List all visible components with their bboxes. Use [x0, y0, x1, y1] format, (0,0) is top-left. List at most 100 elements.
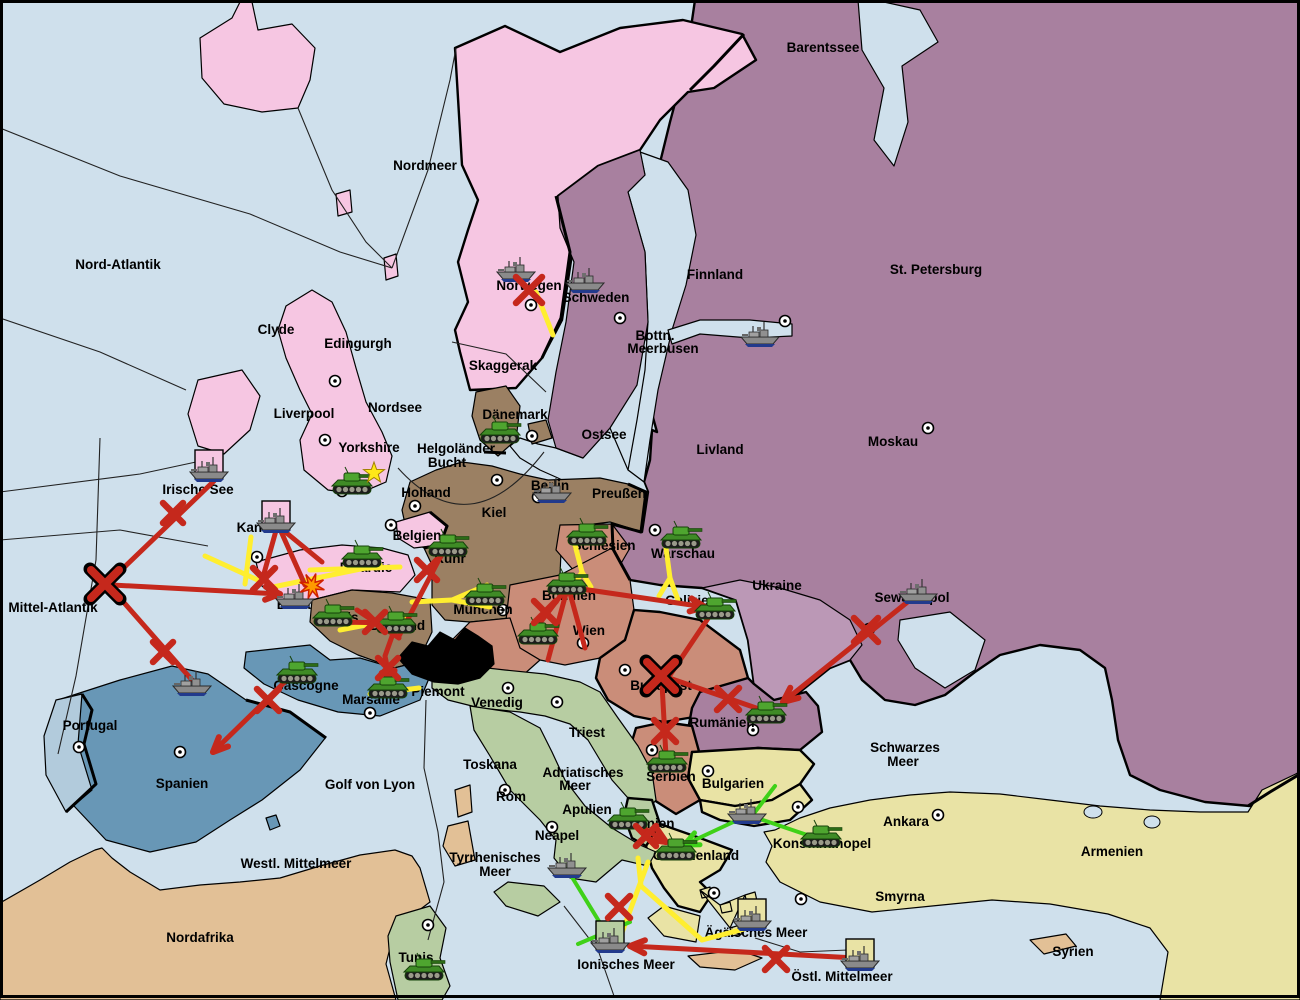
- army-unit-Tirol[interactable]: [516, 616, 560, 645]
- map-label: Piemont: [411, 684, 465, 699]
- fail-x-marker: [361, 608, 389, 636]
- region-sicily[interactable]: [493, 881, 561, 917]
- supply-center-dot: [328, 374, 342, 388]
- army-unit-Marsaille[interactable]: [366, 670, 410, 699]
- supply-center-dot: [545, 820, 559, 834]
- supply-center-dot: [778, 314, 792, 328]
- fleet-unit-Spanien[interactable]: [171, 671, 213, 696]
- map-label: Liverpool: [274, 406, 335, 421]
- sea-border-line: [451, 341, 547, 393]
- fleet-unit-Bosporus[interactable]: [726, 799, 768, 824]
- region-ireland[interactable]: [187, 369, 261, 455]
- army-unit-Dänemark[interactable]: [478, 415, 522, 444]
- country-border: [1247, 772, 1300, 808]
- army-unit-München[interactable]: [463, 577, 507, 606]
- region-sardinia[interactable]: [442, 820, 476, 867]
- fail-x-marker: [159, 499, 187, 527]
- attack-order-arrow-head: [780, 684, 794, 705]
- supply-center-dot: [931, 808, 945, 822]
- army-unit-Picardie[interactable]: [340, 539, 384, 568]
- fail-x-marker: [374, 654, 402, 682]
- map-label: Ukraine: [752, 578, 802, 593]
- supply-center-dot: [794, 892, 808, 906]
- army-unit-Konstantinopel[interactable]: [799, 819, 843, 848]
- supply-center-dot: [550, 695, 564, 709]
- army-unit-Serbien[interactable]: [645, 744, 689, 773]
- map-label: Ankara: [883, 814, 929, 829]
- region-white_sea[interactable]: [857, 0, 939, 167]
- fleet-unit-Schweden[interactable]: [564, 268, 606, 293]
- army-unit-Gascogne[interactable]: [275, 655, 319, 684]
- map-label: Kiel: [482, 505, 507, 520]
- supply-center-dot: [701, 764, 715, 778]
- army-unit-Warschau[interactable]: [659, 520, 703, 549]
- map-label: Rumänien: [689, 715, 754, 730]
- supply-center-dot: [618, 663, 632, 677]
- supply-center-dot: [525, 429, 539, 443]
- army-unit-Schlesien[interactable]: [565, 517, 609, 546]
- map-label: Schwarzes: [870, 740, 940, 755]
- region-sweden[interactable]: [547, 149, 649, 459]
- fleet-unit-Östl. Mittelmeer[interactable]: [839, 946, 881, 971]
- army-unit-Tunis[interactable]: [402, 952, 446, 981]
- map-label: Bulgarien: [702, 776, 764, 791]
- map-label: Smyrna: [875, 889, 925, 904]
- fleet-unit-Brest[interactable]: [274, 584, 316, 609]
- map-label: Nordmeer: [393, 158, 458, 173]
- attack-order-arrow: [565, 583, 588, 651]
- map-label: Helgoländer: [417, 441, 496, 456]
- fleet-unit-Berlin[interactable]: [531, 478, 573, 503]
- map-label: Meer: [479, 864, 511, 879]
- fleet-unit-Norwegen[interactable]: [495, 257, 537, 282]
- fleet-unit-Bottn. Meerbusen[interactable]: [739, 322, 781, 347]
- map-label: Schweden: [563, 290, 630, 305]
- region-switzerland[interactable]: [397, 627, 495, 685]
- map-label: Moskau: [868, 434, 918, 449]
- region-cyprus[interactable]: [1029, 933, 1077, 955]
- region-gulf_finland[interactable]: [667, 319, 793, 345]
- fleet-unit-Ionisches Meer[interactable]: [589, 928, 631, 953]
- fleet-unit-Kanal[interactable]: [255, 508, 297, 533]
- supply-center-dot: [645, 743, 659, 757]
- fleet-unit-Ägäisches Meer[interactable]: [731, 906, 773, 931]
- sea-border-line: [754, 937, 849, 953]
- region-corsica[interactable]: [454, 784, 473, 818]
- army-unit-London[interactable]: [330, 466, 374, 495]
- sea-border-arc: [397, 451, 545, 505]
- fail-x-marker: [632, 822, 660, 850]
- region-balearic[interactable]: [265, 814, 281, 831]
- map-label: Armenien: [1081, 844, 1143, 859]
- army-unit-Griechenland[interactable]: [654, 832, 698, 861]
- army-unit-Rumänien[interactable]: [744, 695, 788, 724]
- map-label: Apulien: [562, 802, 612, 817]
- region-britain[interactable]: [277, 289, 393, 495]
- map-label: Irische See: [162, 482, 234, 497]
- region-anatolia[interactable]: [763, 771, 1300, 1000]
- map-label: Clyde: [258, 322, 295, 337]
- map-label: Rom: [496, 789, 526, 804]
- region-peloponnese[interactable]: [647, 905, 701, 943]
- region-faroe[interactable]: [335, 189, 353, 217]
- fail-x-marker: [850, 614, 882, 646]
- fail-x-marker: [713, 684, 743, 714]
- army-unit-Paris[interactable]: [311, 598, 355, 627]
- map-label: Bucht: [428, 455, 467, 470]
- army-unit-Galizien[interactable]: [693, 591, 737, 620]
- lake: [1083, 805, 1103, 819]
- attack-order-arrow-head: [210, 734, 222, 755]
- map-label: Nord-Atlantik: [75, 257, 161, 272]
- supply-center-dot: [490, 473, 504, 487]
- supply-center-dot: [363, 706, 377, 720]
- country-border: [610, 482, 648, 550]
- map-label: Westl. Mittelmeer: [241, 856, 353, 871]
- region-azov_sea[interactable]: [897, 611, 986, 689]
- fleet-unit-Neapel[interactable]: [546, 853, 588, 878]
- fleet-unit-Sewastopol[interactable]: [897, 579, 939, 604]
- fleet-unit-Irische See[interactable]: [188, 457, 230, 482]
- attack-order-arrow: [280, 527, 325, 565]
- attack-order-arrow: [627, 943, 859, 961]
- army-unit-Ruhr[interactable]: [426, 528, 470, 557]
- army-unit-Böhmen[interactable]: [545, 566, 589, 595]
- region-italy_boot[interactable]: [469, 705, 657, 883]
